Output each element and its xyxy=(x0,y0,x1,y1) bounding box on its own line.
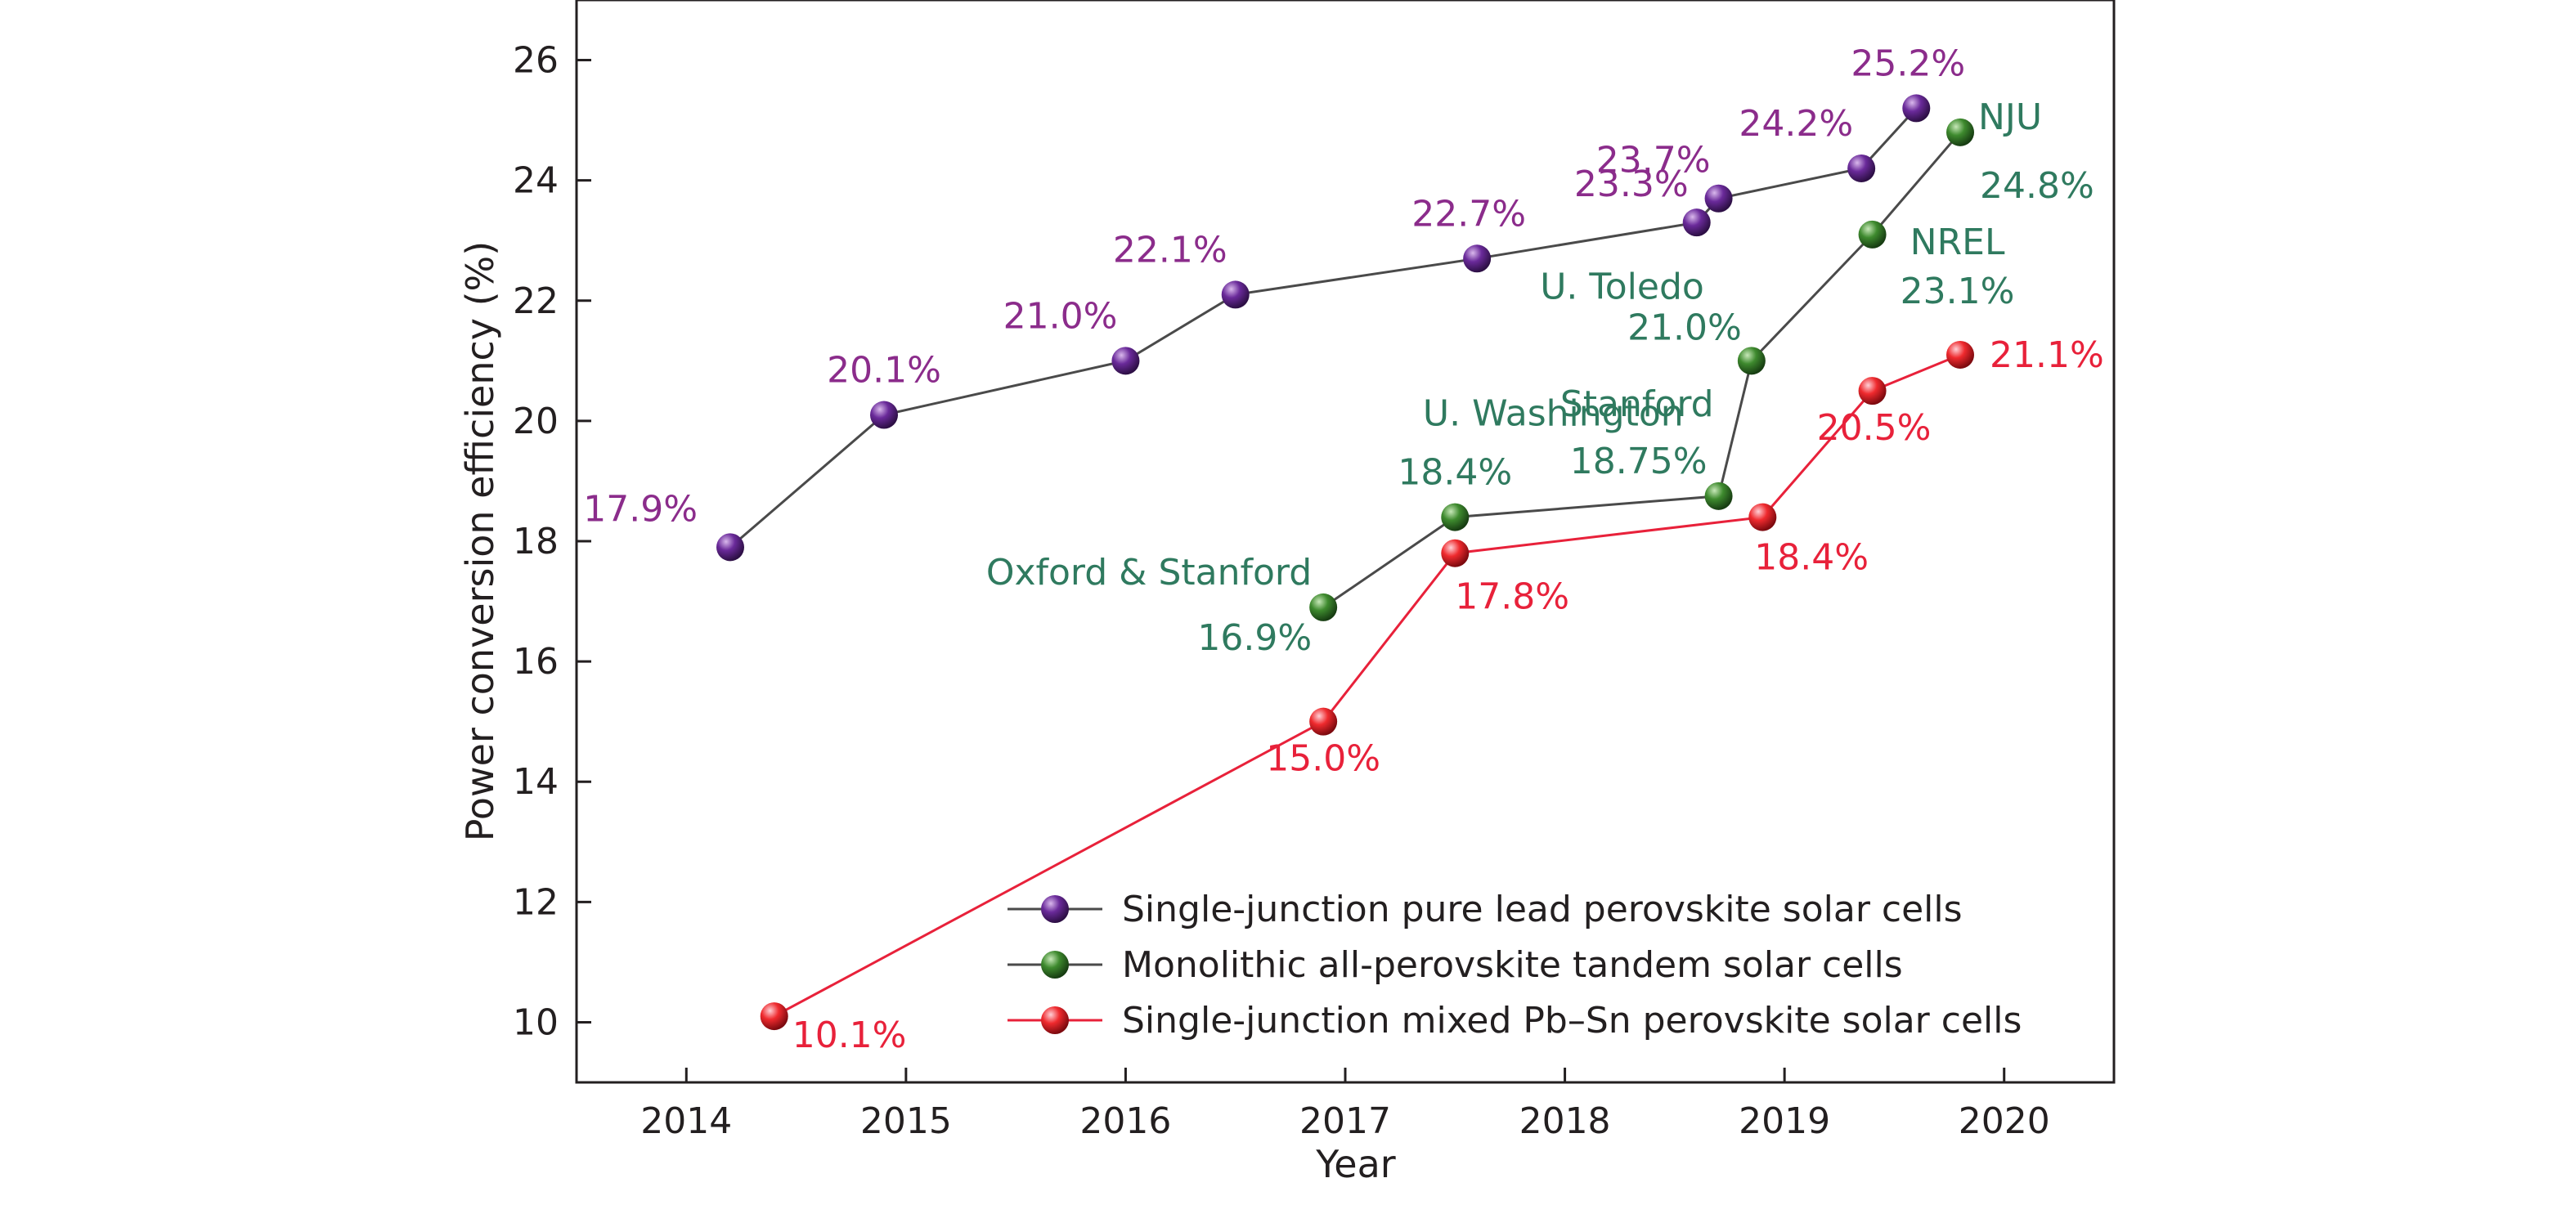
data-label: 22.1% xyxy=(1113,229,1227,271)
x-axis: 2014 2015 2016 2017 2018 2019 2020 xyxy=(640,1068,2050,1142)
y-tick-label: 14 xyxy=(513,761,559,803)
point-labels: 17.9% 20.1% 21.0% 22.1% 22.7% 23.3%23.7% 24.2%… xyxy=(583,43,2104,1056)
x-tick-label: 2015 xyxy=(860,1100,952,1142)
data-label: 23.1% xyxy=(1901,271,2015,312)
data-point xyxy=(1858,220,1887,249)
data-point xyxy=(1847,154,1876,182)
data-point xyxy=(760,1002,788,1031)
data-point xyxy=(1463,244,1492,273)
data-label: 20.5% xyxy=(1817,407,1932,449)
data-label: 21.1% xyxy=(1990,334,2104,376)
legend-marker xyxy=(1041,895,1069,923)
data-label: 17.8% xyxy=(1455,576,1569,618)
legend: Single-junction pure lead perovskite sol… xyxy=(1008,889,2022,1041)
x-tick-label: 2014 xyxy=(640,1100,732,1142)
y-axis-title: Power conversion efficiency (%) xyxy=(458,241,502,841)
data-label: 18.4% xyxy=(1754,537,1869,579)
data-label: 22.7% xyxy=(1411,193,1526,235)
series-line xyxy=(773,353,1961,1018)
legend-marker xyxy=(1041,1006,1069,1034)
x-tick-label: 2020 xyxy=(1959,1100,2050,1142)
institution-label: U. Washington xyxy=(1423,393,1684,435)
y-tick-label: 10 xyxy=(513,1001,559,1043)
data-point xyxy=(1441,539,1470,567)
y-tick-label: 16 xyxy=(513,641,559,683)
data-point xyxy=(1946,340,1974,369)
data-point xyxy=(1858,377,1887,405)
institution-label: Oxford & Stanford xyxy=(986,552,1312,594)
y-tick-label: 20 xyxy=(513,401,559,442)
institution-label: NREL xyxy=(1910,222,2005,263)
data-point xyxy=(716,533,744,562)
institution-label: U. Toledo xyxy=(1540,266,1704,307)
data-point xyxy=(1704,184,1733,213)
data-point xyxy=(1441,503,1470,531)
series-line xyxy=(1322,131,1962,609)
institution-label: Stanford xyxy=(1560,383,1714,425)
data-label: 23.3% xyxy=(1574,164,1689,205)
data-point xyxy=(870,401,898,429)
data-label: 16.9% xyxy=(1197,617,1312,659)
data-point xyxy=(1682,208,1711,237)
data-label: 10.1% xyxy=(792,1015,907,1056)
y-tick-label: 18 xyxy=(513,521,559,562)
data-label: 24.2% xyxy=(1739,103,1853,145)
data-label: 24.8% xyxy=(1980,165,2094,207)
data-point xyxy=(1221,280,1250,309)
legend-label: Single-junction pure lead perovskite sol… xyxy=(1122,889,1963,930)
data-label: 17.9% xyxy=(583,488,698,530)
data-point xyxy=(1704,482,1733,510)
x-tick-label: 2017 xyxy=(1299,1100,1391,1142)
x-tick-label: 2018 xyxy=(1519,1100,1611,1142)
data-label: 25.2% xyxy=(1851,43,1965,84)
legend-label: Monolithic all-perovskite tandem solar c… xyxy=(1122,944,1903,986)
y-tick-label: 12 xyxy=(513,881,559,923)
data-label: 15.0% xyxy=(1266,738,1380,780)
legend-label: Single-junction mixed Pb–Sn perovskite s… xyxy=(1122,1000,2022,1041)
data-point xyxy=(1309,707,1338,736)
y-tick-label: 26 xyxy=(513,40,559,82)
institution-label: NJU xyxy=(1978,96,2042,138)
data-point xyxy=(1309,593,1338,621)
x-tick-label: 2019 xyxy=(1739,1100,1830,1142)
data-label: 23.7% xyxy=(1596,140,1711,181)
data-point xyxy=(1111,347,1140,375)
y-axis: 10 12 14 16 18 20 22 24 26 xyxy=(513,40,591,1043)
data-label: 21.0% xyxy=(1003,295,1118,337)
data-label: 20.1% xyxy=(827,350,941,392)
data-point xyxy=(1902,94,1931,123)
data-label: 21.0% xyxy=(1627,307,1742,348)
data-label: 18.75% xyxy=(1570,441,1708,482)
x-axis-title: Year xyxy=(1315,1142,1395,1186)
data-point xyxy=(1737,347,1766,375)
data-label: 18.4% xyxy=(1398,452,1512,494)
y-tick-label: 24 xyxy=(513,160,559,202)
data-point xyxy=(1946,118,1974,146)
data-point xyxy=(1748,503,1777,531)
series-markers xyxy=(716,94,1974,1031)
y-tick-label: 22 xyxy=(513,280,559,322)
legend-marker xyxy=(1041,951,1069,979)
x-tick-label: 2016 xyxy=(1079,1100,1171,1142)
